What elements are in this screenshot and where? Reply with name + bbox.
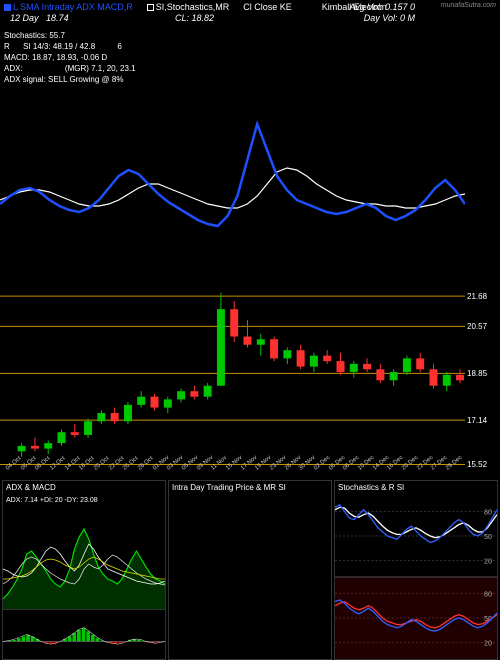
price-level-label: 21.68 xyxy=(467,292,500,301)
intraday-panel: Intra Day Trading Price & MR SI xyxy=(168,480,332,660)
adx-panel-title: ADX & MACD xyxy=(3,481,165,494)
svg-text:50: 50 xyxy=(484,533,492,541)
price-sma-chart xyxy=(0,100,465,240)
stoch-panel-title: Stochastics & R SI xyxy=(335,481,497,494)
avgvol-value: 0.157 0 xyxy=(385,2,415,12)
stat-macd: MACD: 18.87, 18.93, -0.06 D xyxy=(4,52,136,63)
bottom-panel-row: ADX & MACD ADX: 7.14 +DI: 20 -DY: 23.08 … xyxy=(0,480,500,660)
svg-text:80: 80 xyxy=(484,590,492,598)
price-level-label: 18.85 xyxy=(467,369,500,378)
period-label: 12 Day xyxy=(10,13,39,23)
svg-text:20: 20 xyxy=(484,640,492,648)
price-level-label: 17.14 xyxy=(467,416,500,425)
legend-1: L SMA Intraday ADX MACD,R xyxy=(13,2,133,12)
date-axis: 04 Oct06 Oct08 Oct12 Oct14 Oct18 Oct20 O… xyxy=(0,467,465,477)
intraday-panel-title: Intra Day Trading Price & MR SI xyxy=(169,481,331,494)
legend-2: SI,Stochastics,MR xyxy=(156,2,230,12)
cl-value: 18.82 xyxy=(192,13,215,23)
stat-adx-signal: ADX signal: SELL Growing @ 8% xyxy=(4,74,136,85)
source-watermark: munafaSutra.com xyxy=(441,2,496,9)
legend-3: Cl Close KE xyxy=(243,2,292,12)
period-value: 18.74 xyxy=(46,13,69,23)
price-level-label: 15.52 xyxy=(467,460,500,469)
stochastics-panel: Stochastics & R SI 805020805020 xyxy=(334,480,498,660)
svg-text:20: 20 xyxy=(484,558,492,566)
chart-header: L SMA Intraday ADX MACD,R SI,Stochastics… xyxy=(0,0,500,30)
adx-readout: ADX: 7.14 +DI: 20 -DY: 23.08 xyxy=(6,497,98,504)
price-level-label: 20.57 xyxy=(467,322,500,331)
candlestick-chart: 21.6820.5718.8517.1415.52 xyxy=(0,260,465,465)
dayvol-label: Day Vol: xyxy=(364,13,398,23)
stat-stochastics: Stochastics: 55.7 xyxy=(4,30,136,41)
svg-text:80: 80 xyxy=(484,508,492,516)
dayvol-value: 0 M xyxy=(400,13,415,23)
adx-macd-panel: ADX & MACD ADX: 7.14 +DI: 20 -DY: 23.08 xyxy=(2,480,166,660)
cl-label: CL: xyxy=(175,13,189,23)
avgvol-label: Avg Vol: xyxy=(349,2,382,12)
indicator-stats: Stochastics: 55.7 R SI 14/3: 48.19 / 42.… xyxy=(4,30,136,85)
